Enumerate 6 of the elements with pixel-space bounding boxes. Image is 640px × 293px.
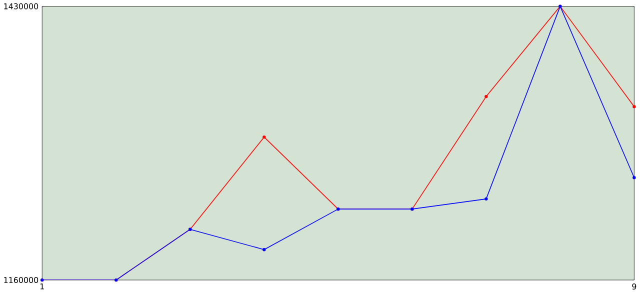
point	[632, 176, 636, 180]
point	[484, 95, 488, 98]
point	[632, 105, 636, 108]
point	[262, 248, 266, 252]
point	[484, 197, 488, 201]
point	[262, 136, 266, 139]
